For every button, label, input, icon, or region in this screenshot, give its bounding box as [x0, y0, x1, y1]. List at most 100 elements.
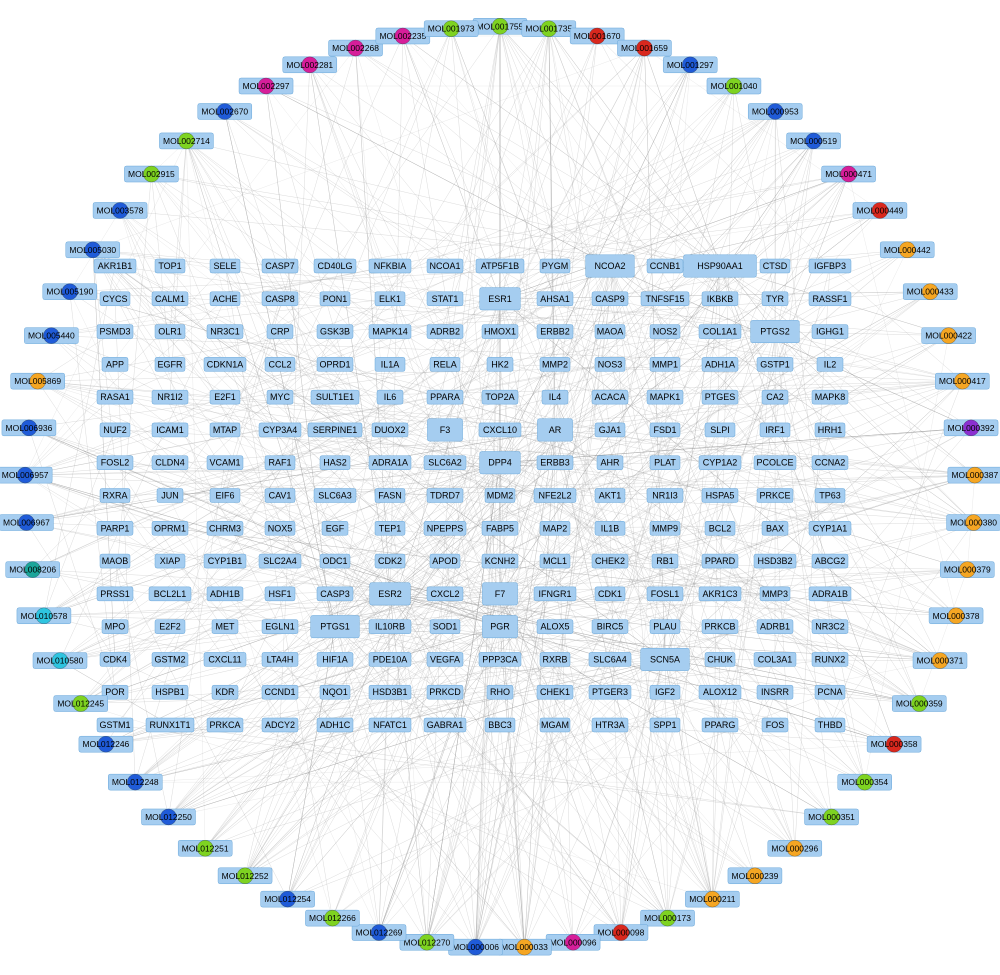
gene-label: MGAM [541, 720, 569, 730]
gene-label: IL1B [601, 523, 620, 533]
gene-label: PTGS2 [760, 327, 790, 337]
gene-label: TEP1 [379, 523, 402, 533]
gene-label: AKR1B1 [98, 261, 133, 271]
gene-label: COL1A1 [703, 327, 738, 337]
gene-label: SLC6A4 [593, 654, 627, 664]
gene-label: NOS3 [598, 359, 623, 369]
gene-label: CDK4 [103, 654, 127, 664]
gene-label: MMP1 [652, 359, 678, 369]
gene-label: MAOA [597, 327, 624, 337]
gene-label: HIF1A [322, 654, 348, 664]
gene-label: MAP2 [543, 523, 568, 533]
gene-label: XIAP [160, 556, 181, 566]
gene-label: ADRA1A [372, 458, 408, 468]
compound-label: MOL005440 [28, 331, 75, 341]
gene-label: BCL2 [709, 523, 732, 533]
compound-label: MOL000392 [948, 423, 995, 433]
gene-label: RUNX2 [815, 654, 846, 664]
compound-label: MOL000422 [925, 331, 972, 341]
compound-label: MOL000519 [790, 136, 837, 146]
gene-label: ESR2 [378, 589, 402, 599]
gene-label: VCAM1 [209, 458, 240, 468]
gene-label: MCL1 [543, 556, 567, 566]
gene-label: MET [216, 622, 236, 632]
gene-label: PON1 [323, 294, 348, 304]
gene-label: NUF2 [103, 425, 127, 435]
gene-label: PRKCB [704, 622, 735, 632]
gene-label: IGFBP3 [814, 261, 846, 271]
compound-label: MOL000354 [841, 777, 888, 787]
gene-label: ACACA [594, 392, 625, 402]
compound-label: MOL002670 [201, 106, 248, 116]
gene-label: ABCG2 [815, 556, 846, 566]
gene-label: PRKCD [429, 687, 461, 697]
gene-label: CHEK1 [540, 687, 570, 697]
gene-label: EGFR [157, 359, 183, 369]
gene-label: ADRA1B [812, 589, 848, 599]
gene-label: IKBKB [707, 294, 734, 304]
gene-label: AKT1 [599, 491, 622, 501]
gene-label: HAS2 [323, 458, 347, 468]
gene-label: CRP [270, 327, 289, 337]
gene-label: CASP9 [595, 294, 625, 304]
gene-label: DPP4 [488, 458, 512, 468]
gene-label: CALM1 [155, 294, 185, 304]
gene-label: NR1I3 [652, 491, 678, 501]
gene-label: PTGES [705, 392, 736, 402]
compound-label: MOL000359 [896, 699, 943, 709]
compound-label: MOL012270 [404, 937, 451, 947]
gene-label: IL2 [824, 359, 837, 369]
gene-label: PRKCA [209, 720, 240, 730]
gene-label: CXCL10 [483, 425, 517, 435]
gene-label: NOX5 [268, 523, 293, 533]
gene-label: CHUK [707, 654, 733, 664]
gene-label: MPO [105, 622, 126, 632]
gene-label: FOSL1 [651, 589, 680, 599]
compound-label: MOL002235 [379, 31, 426, 41]
compound-label: MOL005869 [14, 376, 61, 386]
gene-label: RASSF1 [812, 294, 847, 304]
gene-label: SLC6A2 [428, 458, 462, 468]
gene-label: TNFSF15 [645, 294, 684, 304]
gene-label: COL3A1 [758, 654, 793, 664]
gene-label: IL6 [384, 392, 397, 402]
gene-label: RELA [433, 359, 457, 369]
gene-label: OPRM1 [154, 523, 186, 533]
gene-label: HK2 [491, 359, 509, 369]
gene-label: IL1A [381, 359, 400, 369]
gene-label: TOP1 [158, 261, 181, 271]
gene-label: HSD3B1 [372, 687, 407, 697]
gene-label: ERBB3 [540, 458, 570, 468]
gene-label: FOSL2 [101, 458, 130, 468]
gene-label: RHO [490, 687, 510, 697]
gene-label: HSPB1 [155, 687, 185, 697]
gene-label: NFATC1 [373, 720, 407, 730]
gene-label: NPEPPS [427, 523, 464, 533]
gene-label: CASP3 [320, 589, 350, 599]
gene-label: MMP9 [652, 523, 678, 533]
gene-label: RB1 [656, 556, 674, 566]
gene-label: NR3C2 [815, 622, 845, 632]
compound-label: MOL008206 [9, 565, 56, 575]
gene-label: E2F1 [214, 392, 236, 402]
gene-label: CXCL11 [208, 654, 241, 664]
gene-label: NR3C1 [210, 327, 240, 337]
gene-label: HMOX1 [484, 327, 516, 337]
gene-label: GSTM1 [99, 720, 130, 730]
compound-label: MOL001040 [711, 81, 758, 91]
gene-label: NOS2 [653, 327, 678, 337]
gene-label: CXCL2 [430, 589, 459, 599]
compound-label: MOL010578 [21, 611, 68, 621]
compound-label: MOL002915 [128, 169, 175, 179]
compound-label: MOL000358 [871, 739, 918, 749]
compound-label: MOL006957 [2, 470, 49, 480]
gene-label: ELK1 [379, 294, 401, 304]
compound-label: MOL012245 [57, 699, 104, 709]
compound-label: MOL000211 [689, 894, 735, 904]
compound-label: MOL012266 [309, 913, 356, 923]
gene-label: HSD3B2 [757, 556, 792, 566]
gene-label: MAPK14 [372, 327, 408, 337]
gene-label: NCOA2 [594, 261, 625, 271]
gene-label: AHR [600, 458, 620, 468]
gene-label: MDM2 [487, 491, 514, 501]
